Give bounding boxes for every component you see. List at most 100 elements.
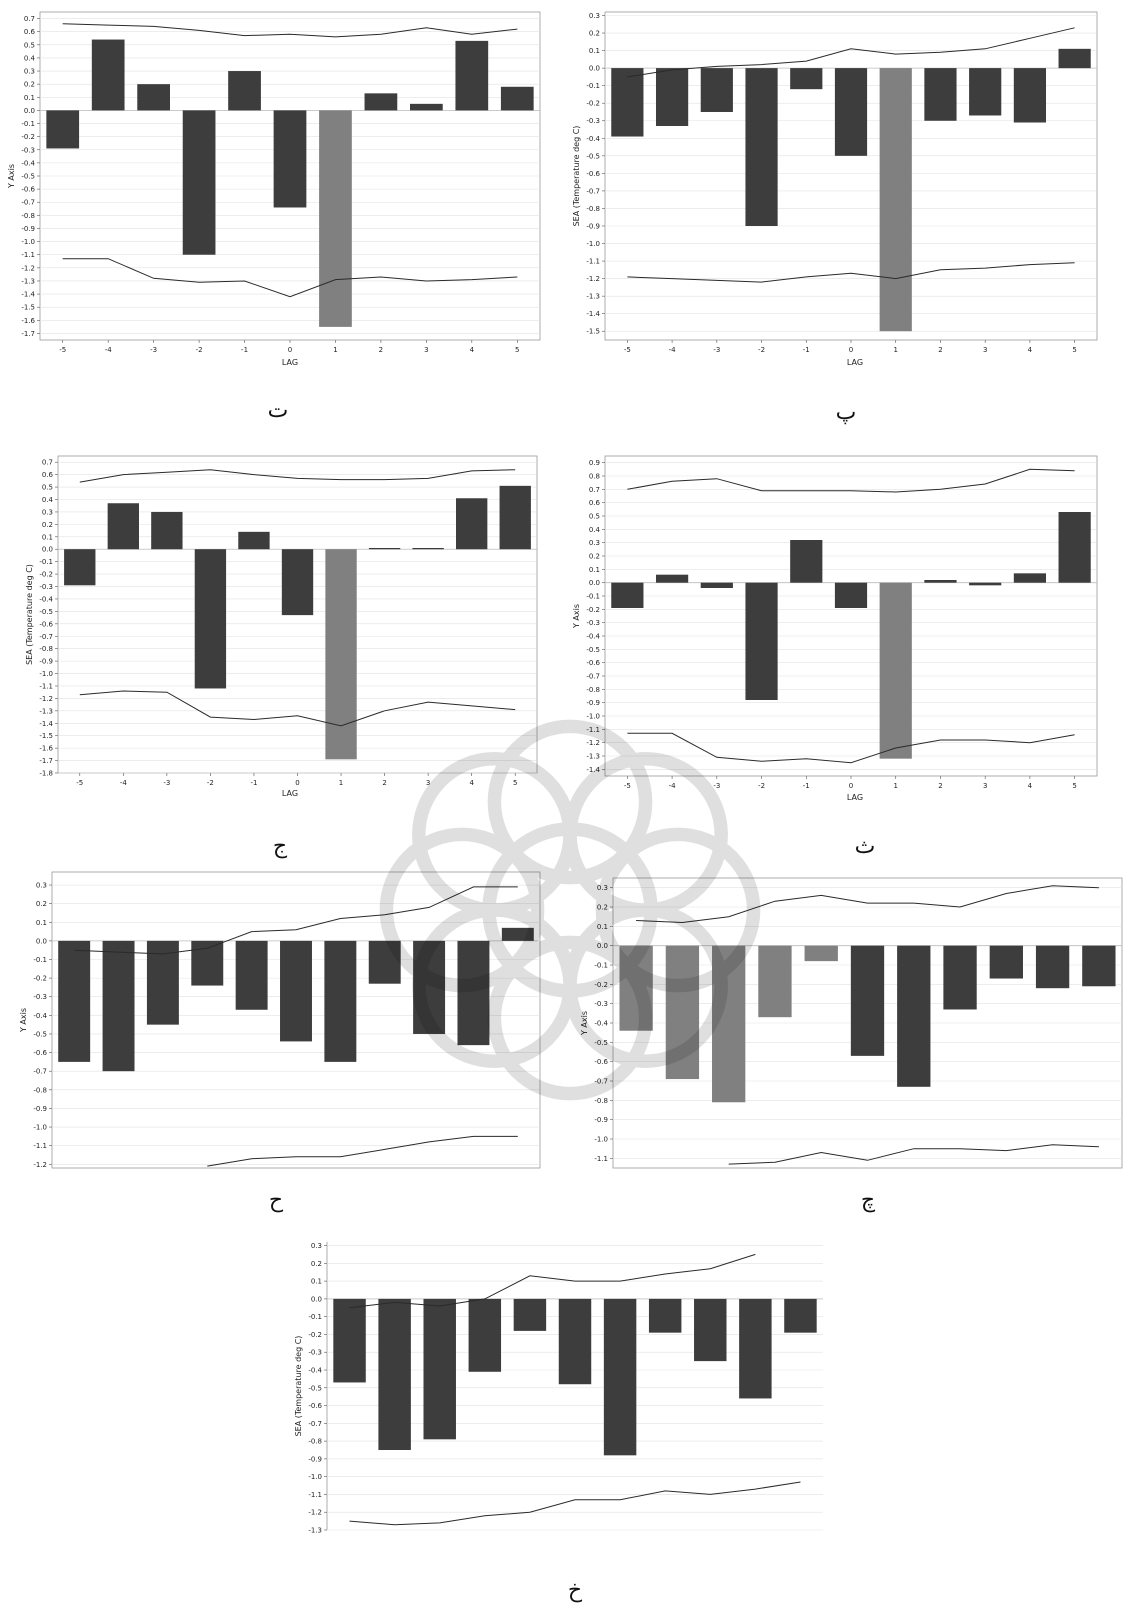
bar-lag-0 [558,1298,592,1385]
y-tick-label: -0.1 [39,558,53,566]
chart-he: 0.3 0.2 0.1 0.0 -0.1 -0.2 -0.3 -0.4 -0.5 -0.6 -0.7… [0,870,555,1200]
bar-lag-4 [739,1298,772,1399]
y-tick-label: -0.5 [308,1384,322,1392]
y-tick-label: 0.3 [589,539,600,547]
bar-lag--1 [228,71,261,111]
y-axis-title: Y Axis [580,1011,589,1036]
y-tick-label: 0.5 [24,41,35,49]
upper-confidence-line [79,469,516,483]
y-tick-label: -0.9 [586,699,600,707]
y-tick-label: 0.8 [589,473,600,481]
bar-lag-2 [368,547,401,550]
bar-lag-0 [281,549,314,616]
chart-ta: 0.7 0.6 0.5 0.4 0.3 0.2 0.1 0.0 -0.1 -0.2 -0.3 -0.4… [0,0,555,420]
y-tick-label: -1.1 [308,1491,322,1499]
x-tick-label: -1 [803,782,810,790]
x-tick-label: -3 [713,782,720,790]
y-tick-label: 0.5 [42,484,53,492]
x-tick-label: -1 [803,346,810,354]
y-tick-label: 0.7 [24,15,35,23]
x-tick-label: 3 [983,346,987,354]
x-tick-label: 2 [938,346,942,354]
y-tick-label: -0.4 [39,595,53,603]
plot-frame [604,455,1098,777]
bar-lag-3 [969,582,1002,586]
bar-lag-1 [879,68,912,332]
y-tick-label: -0.1 [33,956,47,964]
y-tick-label: -1.0 [33,1124,47,1132]
y-tick-label: -1.0 [21,238,35,246]
y-tick-label: -1.0 [594,1136,608,1144]
y-tick-label: 0.1 [589,47,600,55]
x-tick-label: -5 [59,346,66,354]
caption-he: ح [268,1188,284,1213]
x-tick-label: 4 [1028,782,1033,790]
y-tick-label: -0.8 [586,205,600,213]
y-tick-label: -0.5 [39,608,53,616]
y-tick-label: -0.8 [39,645,53,653]
plot-frame [604,11,1098,341]
x-tick-label: -3 [150,346,157,354]
bar-lag-0 [850,945,885,1056]
y-tick-label: -1.2 [586,739,600,747]
bar-lag-3 [413,940,446,1034]
bar-lag-4 [457,940,490,1046]
y-tick-label: -0.2 [33,975,47,983]
y-axis-title: SEA (Temperature deg C) [25,564,34,665]
lower-confidence-line [207,1135,518,1167]
y-tick-label: -1.5 [21,304,35,312]
y-tick-label: -0.9 [21,225,35,233]
caption-jim: ج [272,834,288,859]
bar-lag--5 [619,945,653,1031]
bar-lag-5 [1082,945,1116,987]
x-tick-label: 0 [849,346,853,354]
x-axis-title: LAG [282,358,298,367]
y-tick-label: -0.7 [586,187,600,195]
y-tick-label: 0.2 [42,521,53,529]
y-tick-label: -0.9 [308,1455,322,1463]
y-tick-label: -0.7 [21,199,35,207]
plot-frame [51,871,541,1169]
x-axis-title: LAG [847,793,863,802]
y-tick-label: 0.4 [24,54,36,62]
x-tick-label: 0 [295,779,299,787]
bar-lag--1 [790,540,823,583]
y-tick-label: -1.0 [308,1473,322,1481]
bar-lag-0 [280,940,312,1042]
chart-jim: 0.7 0.6 0.5 0.4 0.3 0.2 0.1 0.0 -0.1 -0.2 -0.3 -0.4… [0,448,555,848]
y-tick-label: -0.4 [33,1012,47,1020]
y-tick-label: -0.4 [308,1367,322,1375]
x-tick-label: 1 [339,779,343,787]
y-tick-label: -0.2 [586,606,600,614]
chart-khe: 0.3 0.2 0.1 0.0 -0.1 -0.2 -0.3 -0.4 -0.5 -0.6 -0.7… [294,1240,855,1590]
bar-lag-5 [500,86,534,111]
y-tick-label: -0.9 [33,1105,47,1113]
caption-pe: پ [835,400,857,425]
caption-khe: خ [567,1578,583,1603]
bar-lag-2 [364,93,398,111]
y-tick-label: -1.0 [586,713,600,721]
bar-lag-4 [456,498,488,550]
bar-lag--2 [182,110,216,255]
chart-che-svg: 0.3 0.2 0.1 0.0 -0.1 -0.2 -0.3 -0.4 -0.5 -0.6 -0.7… [580,877,1123,1169]
y-tick-label: -1.2 [39,695,53,703]
y-tick-label: 0.2 [311,1260,322,1268]
bar-lag-2 [924,580,957,583]
y-tick-label: -0.2 [594,981,608,989]
bar-lag-3 [969,68,1002,116]
bar-lag-2 [648,1298,682,1333]
bar-lag-2 [943,945,977,1010]
y-tick-label: -0.1 [21,120,35,128]
bar-lag--5 [611,582,644,608]
y-tick-label: 0.2 [589,30,600,38]
bar-lag--3 [700,582,733,588]
y-tick-label: -0.8 [586,686,600,694]
y-tick-label: 0.6 [589,499,601,507]
y-tick-label: -1.2 [308,1509,322,1517]
y-tick-label: 0.3 [597,884,608,892]
y-tick-label: 0.4 [589,526,601,534]
y-tick-label: -1.3 [21,277,35,285]
y-tick-label: -0.5 [586,152,600,160]
y-tick-label: -0.9 [39,658,53,666]
y-tick-label: -1.7 [39,757,53,765]
